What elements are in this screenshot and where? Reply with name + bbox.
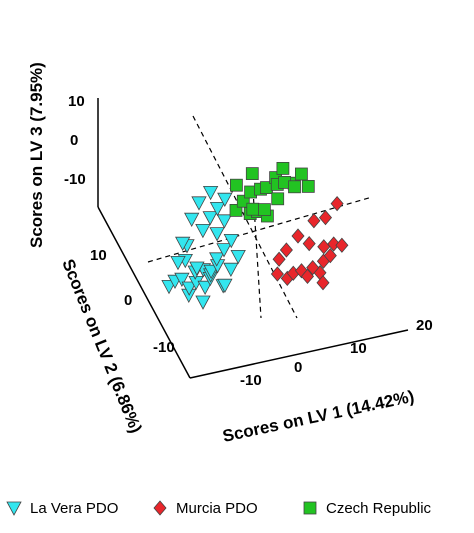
point-la-vera-pdo xyxy=(209,227,225,242)
point-la-vera-pdo xyxy=(174,272,190,288)
point-la-vera-pdo xyxy=(191,196,207,211)
point-murcia-pdo xyxy=(300,268,315,285)
point-murcia-pdo xyxy=(317,239,331,255)
lv3-axis-title: Scores on LV 3 (7.95%) xyxy=(27,62,46,248)
point-czech-republic xyxy=(246,202,260,216)
lv1-axis-title: Scores on LV 1 (14.42%) xyxy=(221,387,416,446)
point-la-vera-pdo xyxy=(216,243,232,258)
point-murcia-pdo xyxy=(291,228,305,244)
z-tick-label: 0 xyxy=(70,132,78,149)
point-murcia-pdo xyxy=(318,209,333,226)
point-murcia-pdo xyxy=(316,275,330,291)
dashed-line-lv1 xyxy=(147,196,373,263)
point-murcia-pdo xyxy=(270,266,284,282)
x-tick-label: 20 xyxy=(416,317,433,334)
x-tick-label: 10 xyxy=(350,340,367,357)
point-czech-republic xyxy=(271,192,285,206)
point-murcia-pdo xyxy=(327,236,341,252)
point-czech-republic xyxy=(301,179,315,193)
lv2-axis-line xyxy=(97,206,191,379)
point-la-vera-pdo xyxy=(189,261,205,276)
data-points xyxy=(161,161,349,310)
lv2-axis-title: Scores on LV 2 (6.86%) xyxy=(58,256,145,435)
point-la-vera-pdo xyxy=(184,212,200,228)
point-la-vera-pdo xyxy=(209,201,226,217)
dashed-line-lv2 xyxy=(192,115,298,319)
point-la-vera-pdo xyxy=(216,214,233,229)
x-tick-label: 0 xyxy=(294,359,302,376)
lv1-axis-line xyxy=(189,329,409,379)
axis-ticks: -10 0 10 20 10 0 -10 10 0 -10 xyxy=(64,93,433,389)
z-tick-label: 10 xyxy=(68,93,85,110)
point-murcia-pdo xyxy=(323,247,337,264)
point-czech-republic xyxy=(245,167,259,181)
point-murcia-pdo xyxy=(302,235,316,252)
point-la-vera-pdo xyxy=(217,278,233,294)
legend-marker-czech-republic xyxy=(303,501,317,515)
point-czech-republic xyxy=(276,161,290,175)
point-czech-republic xyxy=(257,203,271,217)
point-murcia-pdo xyxy=(306,259,320,276)
point-la-vera-pdo xyxy=(175,236,191,252)
point-la-vera-pdo xyxy=(195,223,211,239)
point-murcia-pdo xyxy=(335,237,349,253)
point-la-vera-pdo xyxy=(223,262,239,278)
y-tick-label: 0 xyxy=(124,292,132,309)
legend: La Vera PDO Murcia PDO Czech Republic xyxy=(6,500,432,517)
y-tick-label: 10 xyxy=(90,247,107,264)
point-la-vera-pdo xyxy=(181,281,197,296)
axes-frame xyxy=(97,98,409,379)
legend-label-czech-republic: Czech Republic xyxy=(326,500,432,517)
point-la-vera-pdo xyxy=(223,233,239,249)
point-la-vera-pdo xyxy=(209,252,225,267)
point-la-vera-pdo xyxy=(217,192,233,208)
point-la-vera-pdo xyxy=(203,264,219,280)
point-murcia-pdo xyxy=(330,195,344,212)
x-tick-label: -10 xyxy=(240,372,262,389)
point-la-vera-pdo xyxy=(195,295,211,310)
point-la-vera-pdo xyxy=(202,185,219,201)
point-murcia-pdo xyxy=(272,251,286,267)
legend-label-murcia-pdo: Murcia PDO xyxy=(176,500,258,517)
legend-label-la-vera-pdo: La Vera PDO xyxy=(30,500,118,517)
z-tick-label: -10 xyxy=(64,171,86,188)
point-czech-republic xyxy=(229,178,243,192)
point-la-vera-pdo xyxy=(197,280,213,296)
point-la-vera-pdo xyxy=(230,249,246,265)
point-czech-republic xyxy=(288,180,301,194)
point-murcia-pdo xyxy=(279,242,293,258)
y-tick-label: -10 xyxy=(153,339,175,356)
point-la-vera-pdo xyxy=(202,211,218,226)
point-la-vera-pdo xyxy=(170,255,186,271)
point-czech-republic xyxy=(294,167,308,181)
legend-marker-murcia-pdo xyxy=(153,500,167,516)
legend-marker-la-vera-pdo xyxy=(6,501,22,516)
point-murcia-pdo xyxy=(307,213,321,229)
